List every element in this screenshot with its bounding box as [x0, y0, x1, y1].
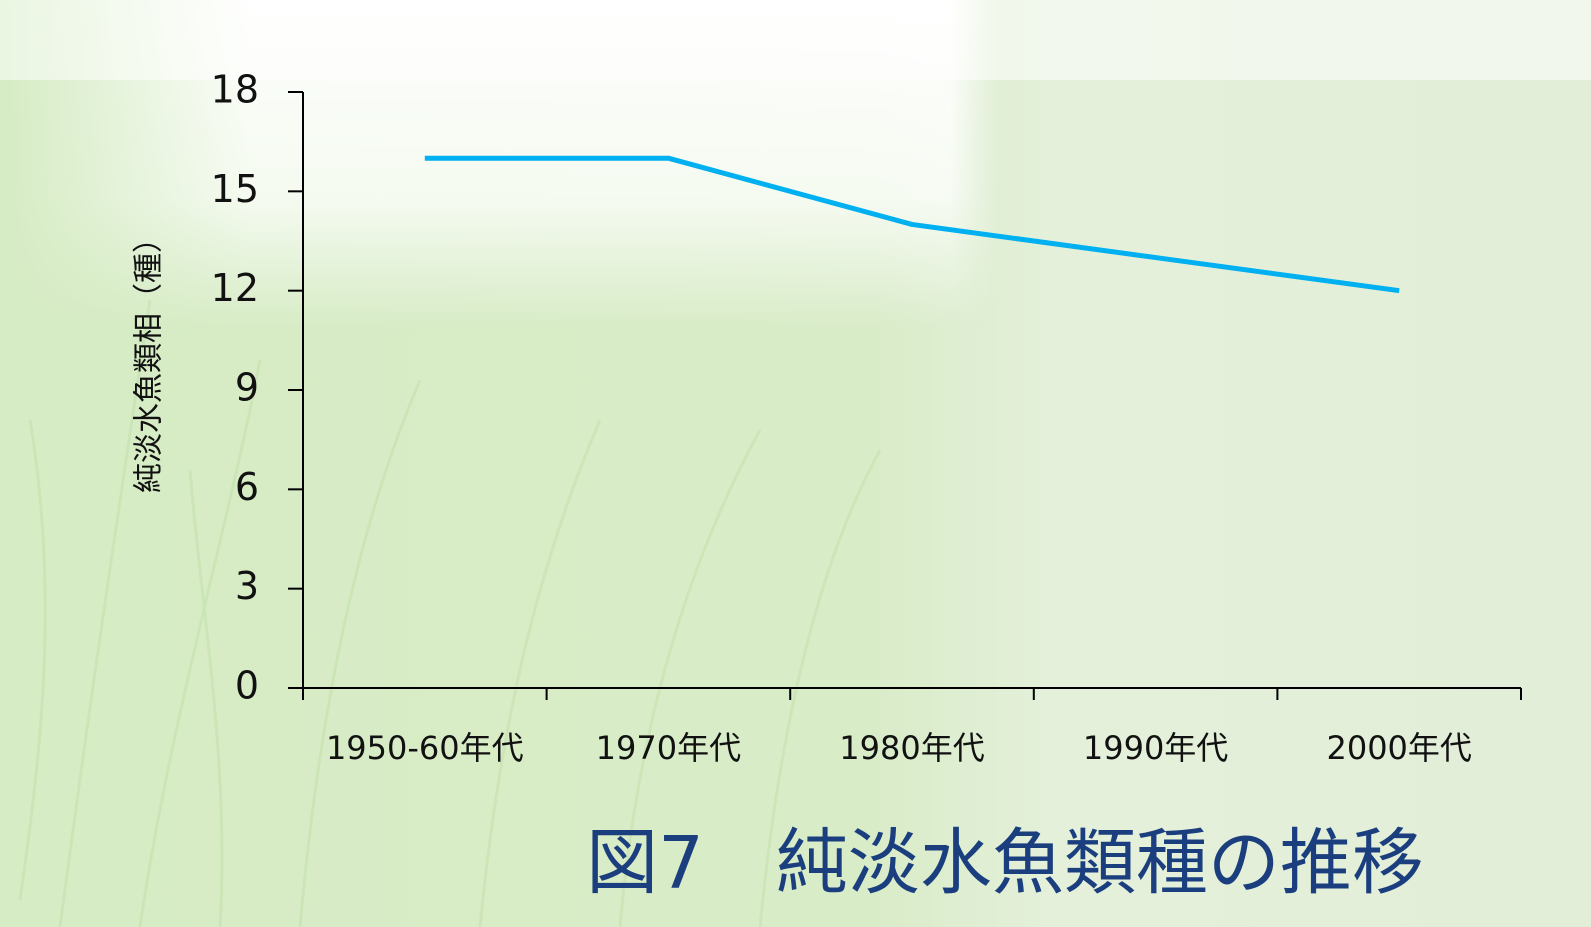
chart-title: 図7 純淡水魚類種の推移	[586, 821, 1424, 905]
x-tick-label: 1970年代	[596, 729, 741, 767]
grass	[18, 299, 882, 927]
y-tick-label: 12	[211, 266, 259, 310]
background-top	[0, 0, 1591, 80]
y-tick-label: 18	[211, 68, 259, 112]
y-axis-label: 純淡水魚類相（種）	[132, 223, 167, 493]
x-tick-label: 1980年代	[839, 729, 984, 767]
y-tick-label: 9	[235, 366, 259, 410]
x-tick-label: 2000年代	[1326, 729, 1471, 767]
y-tick-label: 0	[235, 664, 259, 708]
x-tick-label: 1950-60年代	[326, 729, 524, 767]
x-tick-label: 1990年代	[1083, 729, 1228, 767]
y-tick-label: 3	[235, 564, 259, 608]
line	[424, 155, 1400, 294]
y-tick-label: 15	[211, 167, 259, 211]
y-tick-label: 6	[235, 465, 259, 509]
